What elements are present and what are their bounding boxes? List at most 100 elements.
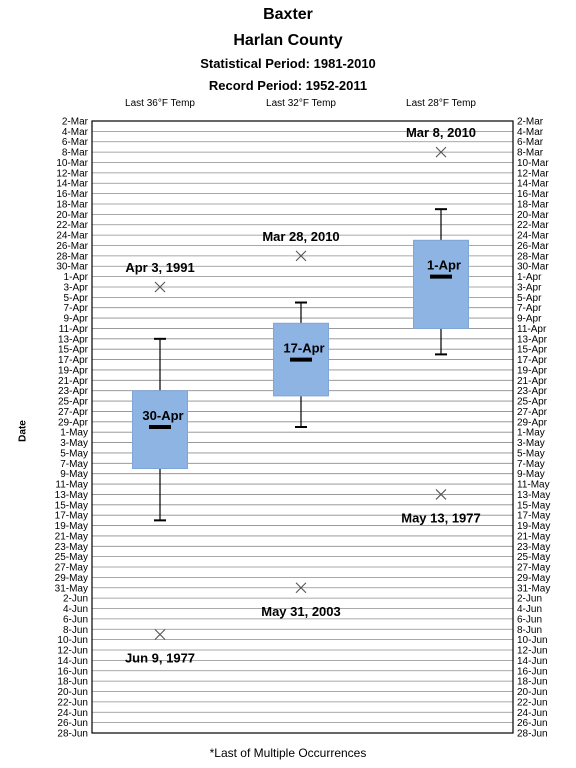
y-tick-label-right: 20-Mar [517,210,549,221]
record-marker [435,146,447,158]
y-tick-label-right: 28-Mar [517,251,549,262]
y-tick-label-left: 26-Jun [57,718,88,729]
chart-title-station: Baxter [263,6,313,23]
y-tick-label-left: 9-Apr [64,314,89,325]
y-tick-label-left: 21-Apr [58,376,89,387]
y-tick-label-right: 11-May [517,480,550,491]
y-tick-label-left: 16-Jun [57,666,88,677]
y-tick-label-right: 9-Apr [517,314,542,325]
y-tick-label-left: 24-Jun [57,708,88,719]
record-period: Record Period: 1952-2011 [208,78,368,93]
y-tick-label-left: 29-Apr [58,417,89,428]
y-tick-label-left: 28-Mar [56,251,88,262]
y-tick-label-right: 18-Mar [517,199,549,210]
y-tick-label-right: 15-Apr [517,345,548,356]
y-tick-label-right: 10-Mar [517,158,549,169]
y-tick-label-left: 23-May [55,542,88,553]
y-tick-label-left: 3-May [60,438,88,449]
y-tick-label-right: 15-May [517,500,550,511]
y-tick-label-right: 1-Apr [517,272,542,283]
y-tick-label-right: 11-Apr [517,324,547,335]
y-tick-label-right: 27-Apr [517,407,548,418]
iqr-box [413,239,469,329]
y-tick-label-right: 31-May [517,583,550,594]
record-marker [295,250,307,262]
y-tick-label-left: 10-Mar [56,158,88,169]
y-tick-label-left: 26-Mar [56,241,88,252]
chart-title-county: Harlan County [233,32,343,49]
y-tick-label-left: 15-Apr [58,345,89,356]
plot-frame [91,120,514,734]
y-tick-label-right: 3-May [517,438,545,449]
y-tick-label-right: 16-Mar [517,189,549,200]
y-tick-label-right: 1-May [517,428,545,439]
y-tick-label-left: 25-Apr [58,397,89,408]
y-tick-label-right: 6-Jun [517,614,542,625]
y-tick-label-left: 6-Jun [63,614,88,625]
y-tick-label-left: 11-Apr [59,324,89,335]
y-tick-label-right: 17-May [517,511,550,522]
y-tick-label-right: 8-Mar [517,148,544,159]
y-tick-label-left: 17-May [55,511,88,522]
y-tick-label-left: 6-Mar [62,137,89,148]
y-tick-label-left: 8-Mar [62,148,89,159]
y-tick-label-left: 19-Apr [58,365,89,376]
y-tick-label-right: 12-Mar [517,168,549,179]
record-label: Mar 8, 2010 [406,125,476,140]
y-tick-label-right: 3-Apr [517,282,542,293]
y-tick-label-right: 13-May [517,490,550,501]
record-label: Apr 3, 1991 [125,260,194,275]
y-tick-label-right: 13-Apr [517,334,548,345]
y-tick-label-left: 7-May [60,459,88,470]
y-tick-label-left: 18-Mar [56,199,88,210]
y-tick-label-right: 2-Mar [517,117,544,128]
record-marker [154,281,166,293]
y-tick-label-right: 22-Mar [517,220,549,231]
median-label: 17-Apr [283,341,324,356]
y-tick-label-right: 6-Mar [517,137,544,148]
iqr-box [132,390,188,469]
y-tick-label-left: 28-Jun [57,729,88,740]
y-tick-label-left: 18-Jun [57,677,88,688]
y-tick-label-right: 29-May [517,573,550,584]
y-tick-label-right: 26-Mar [517,241,549,252]
y-tick-label-left: 10-Jun [57,635,88,646]
y-tick-label-right: 5-May [517,448,545,459]
y-tick-label-right: 25-May [517,552,550,563]
y-tick-label-left: 30-Mar [56,262,88,273]
y-tick-label-left: 22-Jun [57,697,88,708]
y-tick-label-left: 2-Jun [63,594,88,605]
y-tick-label-left: 4-Jun [63,604,88,615]
y-tick-label-left: 15-May [55,500,88,511]
y-tick-label-left: 13-Apr [58,334,89,345]
y-tick-label-left: 12-Mar [56,168,88,179]
y-tick-label-left: 11-May [55,480,88,491]
y-tick-label-left: 8-Jun [63,625,88,636]
y-tick-label-right: 30-Mar [517,262,549,273]
y-tick-label-right: 21-Apr [517,376,548,387]
y-tick-label-right: 17-Apr [517,355,548,366]
y-tick-label-left: 16-Mar [56,189,88,200]
y-tick-label-right: 14-Mar [517,179,549,190]
y-tick-label-right: 19-Apr [517,365,548,376]
y-tick-label-left: 3-Apr [64,282,89,293]
record-label: Jun 9, 1977 [125,650,195,665]
series-header-36f: Last 36°F Temp [125,98,195,109]
record-marker [154,629,166,640]
y-tick-label-right: 7-Apr [517,303,542,314]
y-tick-label-left: 4-Mar [62,127,89,138]
record-marker [435,489,447,500]
y-tick-label-left: 14-Mar [56,179,88,190]
y-tick-label-left: 24-Mar [56,231,88,242]
series-header-28f: Last 28°F Temp [406,98,476,109]
y-tick-label-left: 7-Apr [64,303,89,314]
y-tick-label-right: 23-May [517,542,550,553]
y-tick-label-left: 22-Mar [56,220,88,231]
y-tick-label-right: 29-Apr [517,417,548,428]
y-tick-label-right: 23-Apr [517,386,548,397]
y-tick-label-left: 17-Apr [58,355,89,366]
record-label: May 31, 2003 [261,604,341,619]
y-tick-label-left: 25-May [55,552,88,563]
statistical-period: Statistical Period: 1981-2010 [200,56,376,71]
y-tick-label-left: 20-Mar [56,210,88,221]
